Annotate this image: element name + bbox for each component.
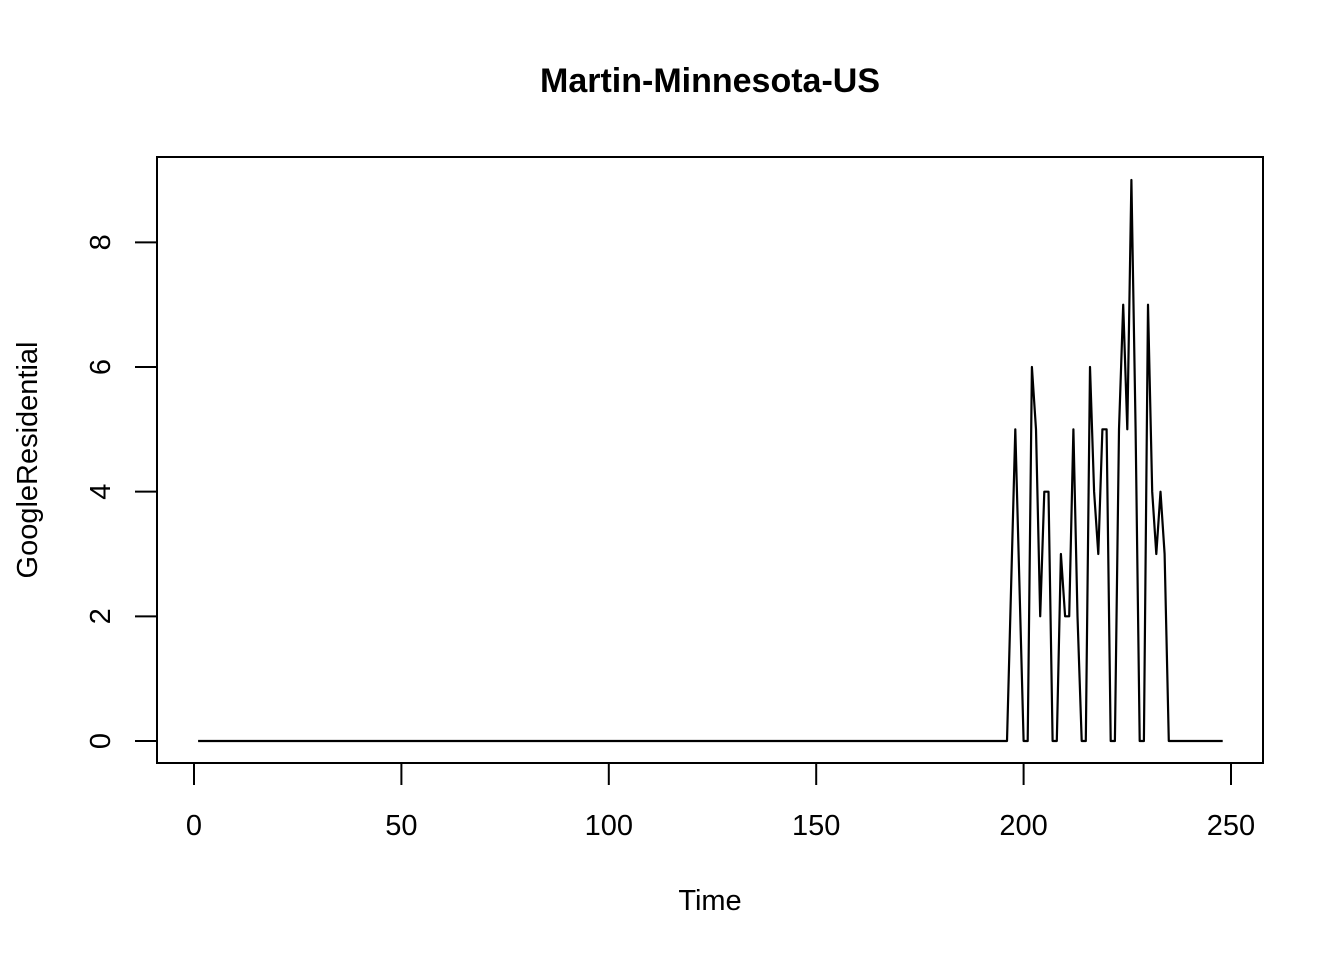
x-tick-label-150: 150 — [792, 810, 840, 842]
x-axis-label: Time — [678, 885, 741, 917]
y-axis-label: GoogleResidential — [12, 342, 44, 579]
series-group — [198, 178, 1223, 743]
series-line-0 — [198, 178, 1223, 743]
y-tick-label-6: 6 — [85, 359, 117, 375]
x-tick-label-200: 200 — [999, 810, 1047, 842]
y-tick-label-8: 8 — [85, 234, 117, 250]
x-tick-label-250: 250 — [1207, 810, 1255, 842]
y-axis: 0 2 4 6 8 — [85, 234, 158, 749]
y-tick-label-4: 4 — [85, 484, 117, 500]
x-axis: 0 50 100 150 200 250 — [186, 762, 1255, 842]
x-tick-label-100: 100 — [585, 810, 633, 842]
chart-title: Martin-Minnesota-US — [540, 62, 880, 100]
plot-frame — [156, 156, 1264, 764]
y-tick-label-0: 0 — [85, 733, 117, 749]
y-tick-label-2: 2 — [85, 608, 117, 624]
x-tick-label-50: 50 — [385, 810, 417, 842]
x-tick-label-0: 0 — [186, 810, 202, 842]
